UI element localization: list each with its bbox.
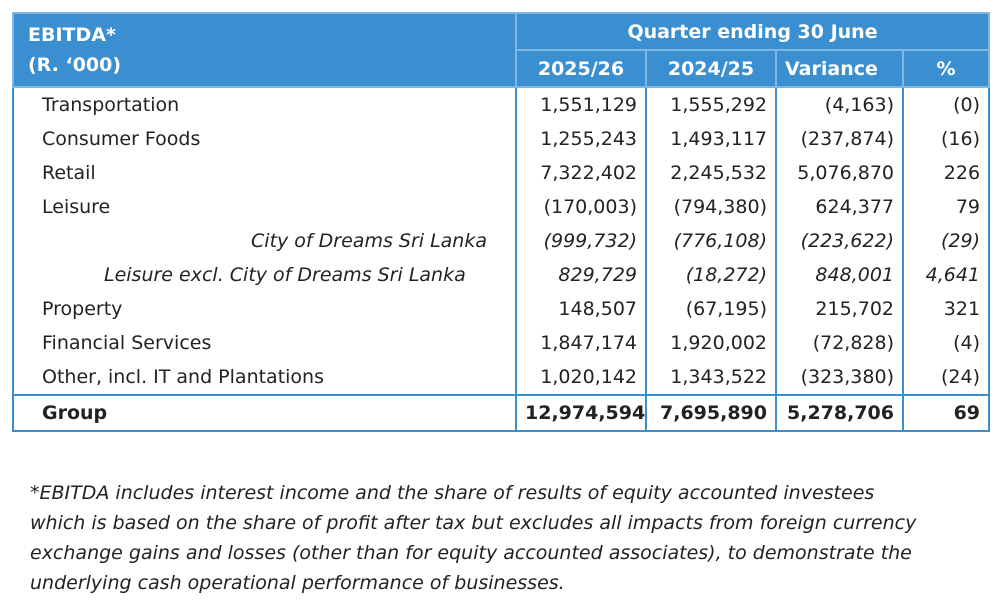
header-label-line: (R. ‘000) xyxy=(28,54,122,76)
table-row: Consumer Foods 1,255,243 1,493,117 (237,874… xyxy=(12,122,991,156)
row-label: Retail xyxy=(12,156,517,190)
table-row: Financial Services 1,847,174 1,920,002 (72,… xyxy=(12,326,991,360)
cell: (794,380) xyxy=(645,190,777,224)
row-label: City of Dreams Sri Lanka xyxy=(12,224,517,258)
row-label: Group xyxy=(12,394,517,432)
header-row: EBITDA* (R. ‘000) Quarter ending 30 June xyxy=(12,12,991,88)
cell: 69 xyxy=(901,394,991,432)
row-label: Consumer Foods xyxy=(12,122,517,156)
row-label: Transportation xyxy=(12,87,517,122)
cell: (776,108) xyxy=(645,224,777,258)
cell: 321 xyxy=(901,292,991,326)
cell: 1,847,174 xyxy=(515,326,647,360)
column-header: % xyxy=(901,49,991,88)
header-group: Quarter ending 30 June xyxy=(514,12,991,51)
cell: 7,695,890 xyxy=(645,394,777,432)
cell: (67,195) xyxy=(645,292,777,326)
cell: 7,322,402 xyxy=(515,156,647,190)
row-label: Leisure xyxy=(12,190,517,224)
cell: 1,255,243 xyxy=(515,122,647,156)
table-row: Retail 7,322,402 2,245,532 5,076,870 226 xyxy=(12,156,991,190)
row-label: Other, incl. IT and Plantations xyxy=(12,360,517,395)
cell: 1,551,129 xyxy=(515,87,647,122)
header-row: 2025/26 2024/25 Variance % xyxy=(13,49,991,88)
cell: 148,507 xyxy=(515,292,647,326)
table-row: Leisure excl. City of Dreams Sri Lanka 82… xyxy=(12,258,991,292)
footnote-line: which is based on the share of profit af… xyxy=(30,512,917,534)
cell: 1,555,292 xyxy=(645,87,777,122)
column-header: Variance xyxy=(775,49,904,88)
table-row: City of Dreams Sri Lanka (999,732) (776,10… xyxy=(12,224,991,258)
ebitda-table: EBITDA* (R. ‘000) Quarter ending 30 June… xyxy=(12,12,991,432)
cell: 5,076,870 xyxy=(775,156,904,190)
footnote-line: *EBITDA includes interest income and the… xyxy=(30,482,875,504)
cell: 829,729 xyxy=(515,258,647,292)
cell: (29) xyxy=(901,224,991,258)
cell: (323,380) xyxy=(775,360,904,395)
cell: 624,377 xyxy=(775,190,904,224)
table-row: Property 148,507 (67,195) 215,702 321 xyxy=(12,292,991,326)
row-label: Financial Services xyxy=(12,326,517,360)
cell: 12,974,594 xyxy=(515,394,647,432)
header-label-line: EBITDA* xyxy=(28,24,116,46)
cell: (24) xyxy=(901,360,991,395)
cell: (999,732) xyxy=(515,224,647,258)
header-label: EBITDA* (R. ‘000) xyxy=(12,12,517,88)
footnote-line: exchange gains and losses (other than fo… xyxy=(30,542,912,564)
table-row: Other, incl. IT and Plantations 1,020,142… xyxy=(12,360,991,395)
cell: 1,343,522 xyxy=(645,360,777,395)
table-row: Leisure (170,003) (794,380) 624,377 79 xyxy=(12,190,991,224)
cell: (4,163) xyxy=(775,87,904,122)
cell: 215,702 xyxy=(775,292,904,326)
footnote: *EBITDA includes interest income and the… xyxy=(30,478,916,598)
cell: (223,622) xyxy=(775,224,904,258)
cell: 79 xyxy=(901,190,991,224)
cell: (237,874) xyxy=(775,122,904,156)
cell: 5,278,706 xyxy=(775,394,904,432)
row-label: Leisure excl. City of Dreams Sri Lanka xyxy=(12,258,517,292)
cell: 1,493,117 xyxy=(645,122,777,156)
column-header: 2024/25 xyxy=(645,49,777,88)
cell: (0) xyxy=(901,87,991,122)
cell: 226 xyxy=(901,156,991,190)
cell: (170,003) xyxy=(515,190,647,224)
table-row: Group 12,974,594 7,695,890 5,278,706 69 xyxy=(12,394,991,432)
footnote-line: underlying cash operational performance … xyxy=(30,572,565,594)
cell: 848,001 xyxy=(775,258,904,292)
cell: (16) xyxy=(901,122,991,156)
cell: 1,020,142 xyxy=(515,360,647,395)
cell: (18,272) xyxy=(645,258,777,292)
row-label: Property xyxy=(12,292,517,326)
table-row: Transportation 1,551,129 1,555,292 (4,163)(… xyxy=(12,87,991,122)
column-header: 2025/26 xyxy=(515,49,647,88)
cell: (72,828) xyxy=(775,326,904,360)
cell: (4) xyxy=(901,326,991,360)
cell: 4,641 xyxy=(901,258,991,292)
cell: 1,920,002 xyxy=(645,326,777,360)
table-body: Transportation 1,551,129 1,555,292 (4,163)(… xyxy=(12,87,991,432)
cell: 2,245,532 xyxy=(645,156,777,190)
